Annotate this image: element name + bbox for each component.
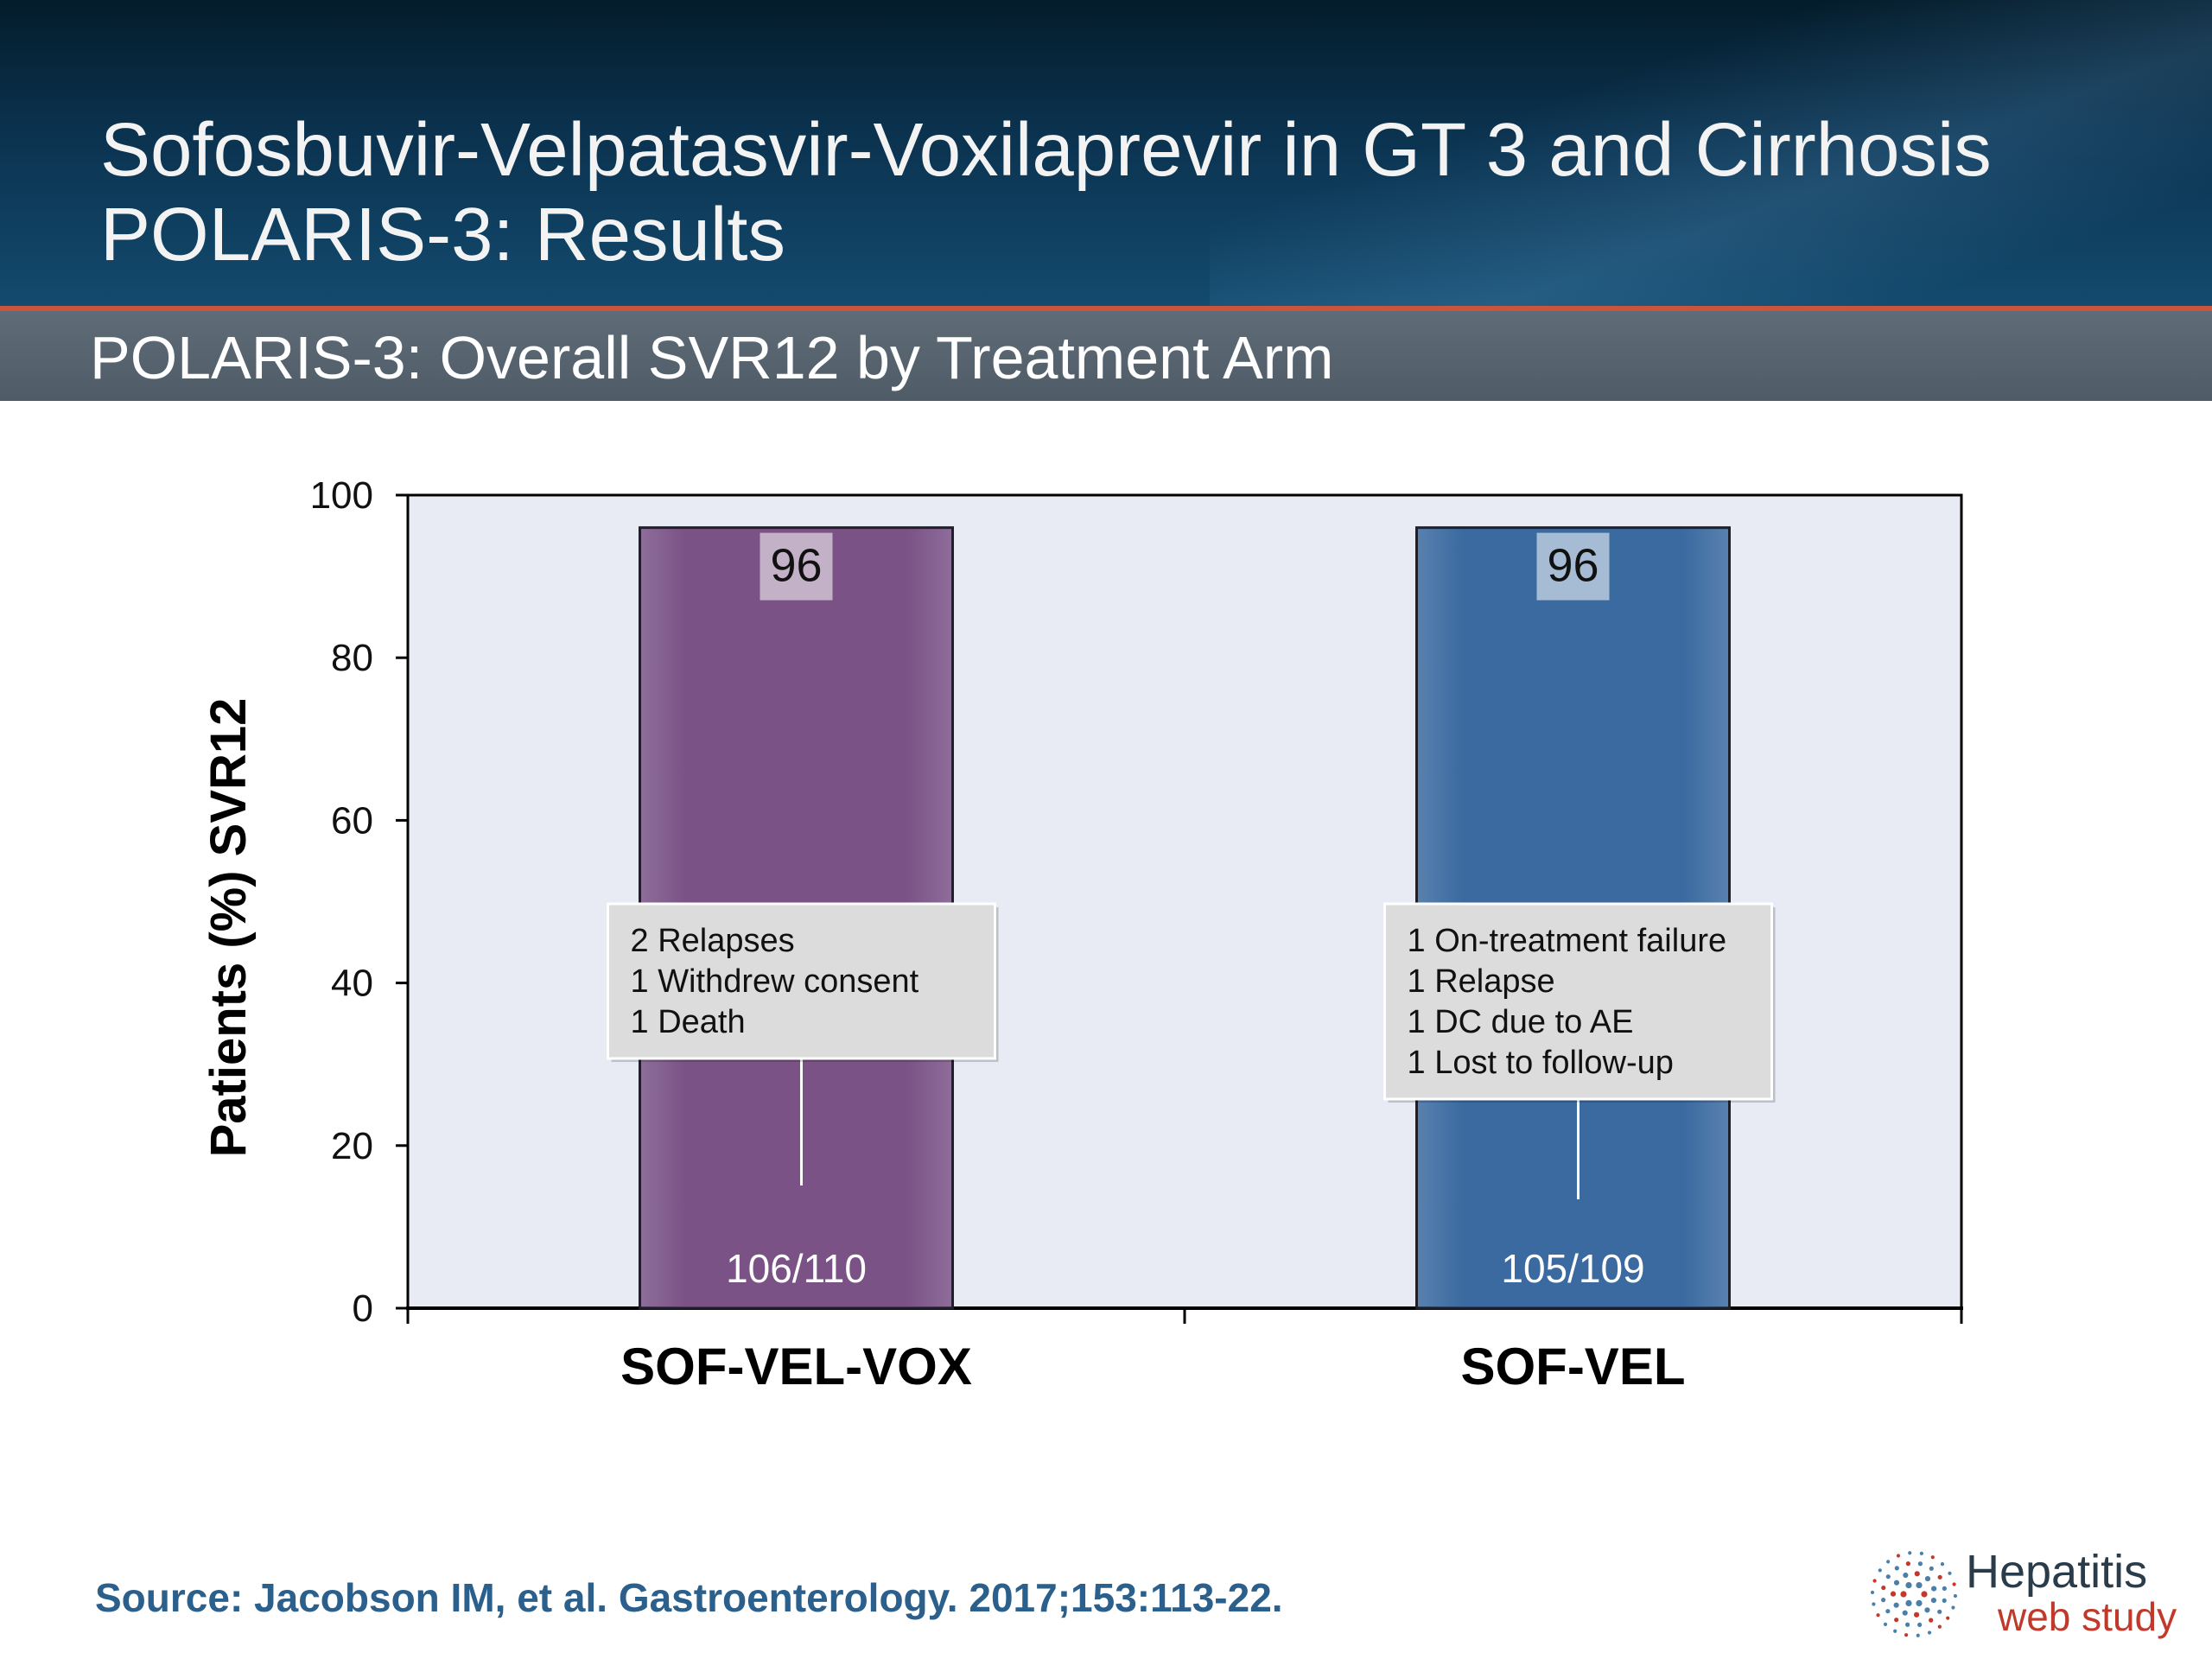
- logo-dot: [1917, 1561, 1923, 1567]
- logo-dot: [1881, 1585, 1886, 1591]
- logo-dot: [1929, 1618, 1934, 1623]
- logo-dot: [1930, 1555, 1935, 1560]
- logo-dot: [1951, 1605, 1955, 1610]
- slide-title-line2: POLARIS-3: Results: [100, 193, 785, 276]
- logo-text-line2: web study: [1998, 1594, 2177, 1639]
- logo-dot: [1904, 1622, 1910, 1627]
- logo-dot: [1872, 1579, 1877, 1583]
- logo-dot: [1930, 1597, 1937, 1604]
- callout-line: 1 Withdrew consent: [631, 963, 919, 1000]
- slide-title-line1: Sofosbuvir-Velpatasvir-Voxilaprevir in G…: [100, 108, 1992, 192]
- logo-dot: [1902, 1610, 1908, 1616]
- logo-dot: [1921, 1591, 1928, 1598]
- logo-dot: [1885, 1609, 1891, 1614]
- logo-dot: [1927, 1630, 1932, 1635]
- logo-dot: [1908, 1551, 1912, 1555]
- logo-dots-icon: [1870, 1551, 1958, 1637]
- logo-dot: [1886, 1560, 1891, 1564]
- category-label: SOF-VEL: [1460, 1338, 1685, 1395]
- y-tick-label: 60: [331, 799, 373, 842]
- slide-header: Sofosbuvir-Velpatasvir-Voxilaprevir in G…: [0, 0, 2212, 306]
- logo-dot: [1924, 1575, 1931, 1582]
- category-label: SOF-VEL-VOX: [620, 1338, 972, 1395]
- logo-dot: [1913, 1611, 1920, 1618]
- callout-line: 1 DC due to AE: [1408, 1004, 1634, 1040]
- callout-line: 1 Lost to follow-up: [1408, 1045, 1674, 1081]
- logo-dot: [1883, 1622, 1888, 1626]
- y-tick-label: 0: [353, 1287, 373, 1330]
- callout-line: 1 On-treatment failure: [1408, 923, 1727, 959]
- value-label-box: [1536, 532, 1610, 601]
- logo-dot: [1953, 1593, 1958, 1599]
- slide-title: Sofosbuvir-Velpatasvir-Voxilaprevir in G…: [100, 108, 2157, 277]
- logo-dot: [1894, 1618, 1899, 1623]
- header-light-streak: [1210, 0, 2212, 306]
- value-label: 96: [770, 540, 822, 592]
- y-tick-label: 80: [331, 637, 373, 679]
- logo-dot: [1900, 1591, 1907, 1598]
- logo-dot: [1870, 1590, 1875, 1595]
- logo-dot: [1903, 1572, 1909, 1579]
- hepatitis-web-study-logo: Hepatitis web study: [1866, 1547, 2177, 1642]
- count-label: 105/109: [1501, 1246, 1644, 1291]
- logo-dot: [1917, 1622, 1923, 1627]
- callout-line: 1 Relapse: [1408, 963, 1555, 1000]
- slide-subheader: POLARIS-3: Overall SVR12 by Treatment Ar…: [0, 311, 2212, 401]
- logo-dot: [1885, 1574, 1891, 1580]
- logo-dot: [1893, 1602, 1899, 1608]
- logo-dot: [1942, 1586, 1947, 1591]
- y-tick-label: 20: [331, 1125, 373, 1167]
- callout-line: 2 Relapses: [631, 923, 795, 959]
- logo-dot: [1916, 1599, 1923, 1606]
- y-tick-label: 40: [331, 963, 373, 1005]
- logo-dot: [1952, 1582, 1956, 1586]
- slide-subtitle: POLARIS-3: Overall SVR12 by Treatment Ar…: [90, 324, 1334, 391]
- logo-text-line1: Hepatitis: [1966, 1546, 2148, 1598]
- value-label: 96: [1547, 540, 1599, 592]
- logo-dot: [1931, 1586, 1937, 1592]
- logo-dot: [1929, 1566, 1934, 1571]
- logo-dot: [1876, 1613, 1880, 1618]
- logo-dot: [1937, 1574, 1942, 1580]
- logo-dot: [1919, 1551, 1923, 1555]
- logo-dot: [1916, 1582, 1923, 1589]
- logo-dot: [1937, 1624, 1942, 1629]
- logo-dot: [1894, 1566, 1899, 1571]
- logo-dot: [1942, 1598, 1947, 1604]
- logo-dot: [1905, 1599, 1912, 1606]
- logo-dot: [1881, 1598, 1886, 1603]
- header-accent-line: [0, 306, 2212, 311]
- value-label-box: [760, 532, 833, 601]
- logo-dot: [1924, 1607, 1930, 1613]
- logo-dot: [1890, 1591, 1897, 1597]
- logo-dot: [1893, 1629, 1897, 1633]
- logo-dot: [1937, 1609, 1942, 1614]
- callout-line: 1 Death: [631, 1004, 746, 1040]
- logo-dot: [1940, 1562, 1945, 1567]
- y-tick-label: 100: [310, 474, 373, 517]
- logo-dot: [1905, 1561, 1910, 1567]
- count-label: 106/110: [726, 1246, 867, 1291]
- logo-dot: [1896, 1554, 1901, 1558]
- y-axis-label: Patients (%) SVR12: [200, 698, 257, 1158]
- logo-dot: [1878, 1568, 1882, 1573]
- logo-dot: [1893, 1580, 1900, 1586]
- logo-dot: [1904, 1633, 1909, 1637]
- logo-dot: [1872, 1602, 1876, 1606]
- logo-dot: [1905, 1582, 1912, 1589]
- logo-dot: [1914, 1571, 1920, 1577]
- logo-dot: [1948, 1571, 1952, 1575]
- callout-box: [607, 902, 996, 1060]
- logo-dot: [1916, 1633, 1920, 1637]
- logo-dot: [1946, 1616, 1950, 1620]
- source-citation: Source: Jacobson IM, et al. Gastroentero…: [95, 1575, 1283, 1620]
- callout-box: [1383, 902, 1773, 1101]
